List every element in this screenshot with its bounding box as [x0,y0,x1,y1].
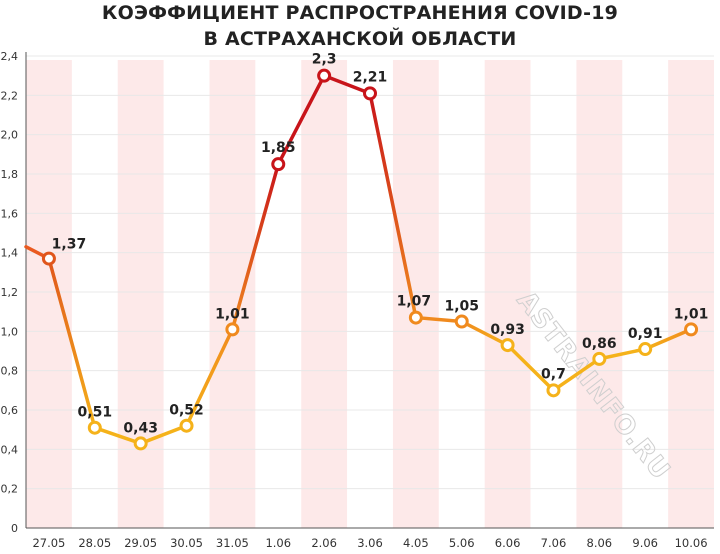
x-tick-label: 8.06 [587,536,613,550]
data-point-27.05 [41,251,56,266]
data-label-28.05: 0,51 [78,405,113,421]
y-tick-label: 0,6 [1,404,19,417]
data-point-30.05 [179,418,194,433]
x-tick-label: 27.05 [32,536,65,550]
line-segment-13 [643,327,693,351]
data-label-10.06: 1,01 [674,306,709,322]
x-tick-label: 5.06 [449,536,475,550]
y-tick-label: 0 [11,522,18,535]
x-tick-label: 10.06 [675,536,708,550]
data-label-31.05: 1,01 [215,306,250,322]
data-label-9.06: 0,91 [628,326,663,342]
y-tick-label: 0,4 [1,443,19,456]
series-line [24,73,693,446]
y-tick-label: 2,0 [1,129,19,142]
x-tick-label: 1.06 [265,536,291,550]
data-label-30.05: 0,52 [169,403,204,419]
data-point-4.05 [408,310,423,325]
x-tick-label: 4.05 [403,536,429,550]
data-label-2.06: 2,3 [312,52,337,68]
data-label-6.06: 0,93 [490,322,525,338]
line-segment-10 [505,343,556,393]
column-stripe-6 [301,60,348,528]
line-segment-4 [230,162,281,332]
column-stripe-2 [117,60,164,528]
x-tick-label: 6.06 [495,536,521,550]
column-stripe-0 [26,60,72,528]
data-point-9.06 [638,342,653,357]
line-segment-3 [184,327,235,428]
line-segment-0 [47,256,97,430]
x-tick-label: 28.05 [78,536,111,550]
y-tick-label: 2,4 [1,50,19,63]
line-segment-11 [551,357,602,393]
y-tick-label: 1,2 [1,286,19,299]
data-point-10.06 [684,322,699,337]
data-label-5.06: 1,05 [444,299,479,315]
y-tick-label: 1,6 [1,207,19,220]
line-segment-2 [138,423,189,446]
line-segment-8 [414,315,464,324]
column-stripe-12 [576,60,623,528]
data-point-2.06 [317,68,332,83]
line-segment-9 [459,319,510,347]
column-stripe-8 [392,60,439,528]
data-label-7.06: 0,7 [541,366,566,382]
x-tick-label: 2.06 [311,536,337,550]
data-label-29.05: 0,43 [123,420,158,436]
data-point-7.06 [546,383,561,398]
data-point-29.05 [133,436,148,451]
chart-title-line-2: В АСТРАХАНСКОЙ ОБЛАСТИ [203,28,517,50]
data-label-1.06: 1,85 [261,140,296,156]
x-tick-label: 3.06 [357,536,383,550]
line-segment-1 [93,425,143,446]
column-stripes [26,60,714,528]
x-tick-label: 29.05 [124,536,157,550]
gridlines [26,55,714,490]
y-tick-label: 2,2 [1,89,19,102]
line-segment-12 [597,347,647,361]
y-axis-ticks: 0 0,2 0,4 0,6 0,8 1,0 1,2 1,4 1,6 1,8 2,0 2,2 2,4 [1,50,19,535]
x-tick-label: 7.06 [541,536,567,550]
data-point-31.05 [225,322,240,337]
y-tick-label: 1,4 [1,247,19,260]
data-labels: 1,37 0,51 0,43 0,52 1,01 1,85 2,3 2,21 1,07 1,05 0… [52,52,709,437]
y-tick-label: 1,8 [1,168,19,181]
data-point-6.06 [500,338,515,353]
data-point-3.06 [363,86,377,101]
data-point-5.06 [454,314,469,329]
data-label-3.06: 2,21 [353,69,388,85]
data-label-4.05: 1,07 [397,294,432,310]
column-stripe-10 [484,60,531,528]
data-point-28.05 [87,420,102,435]
x-axis-labels: 27.05 28.05 29.05 30.05 31.05 1.06 2.06 3.06 4.0… [32,536,707,550]
column-stripe-14 [668,60,714,528]
data-label-8.06: 0,86 [582,336,617,352]
x-tick-label: 30.05 [170,536,203,550]
x-tick-label: 31.05 [216,536,249,550]
y-tick-label: 0,2 [1,483,19,496]
y-tick-label: 0,8 [1,365,19,378]
y-tick-label: 1,0 [1,325,19,338]
column-stripe-4 [209,60,256,528]
line-segment-6 [322,73,372,96]
x-tick-label: 9.06 [632,536,658,550]
chart-title: КОЭФФИЦИЕНТ РАСПРОСТРАНЕНИЯ COVID-19 В А… [0,0,720,52]
line-segment-7 [368,91,418,320]
line-segment-5 [276,73,326,166]
chart-title-line-1: КОЭФФИЦИЕНТ РАСПРОСТРАНЕНИЯ COVID-19 [101,2,619,24]
data-point-8.06 [592,351,607,366]
data-points [41,68,699,451]
data-point-1.06 [271,157,286,172]
data-label-27.05: 1,37 [52,237,87,253]
axes [25,52,714,529]
